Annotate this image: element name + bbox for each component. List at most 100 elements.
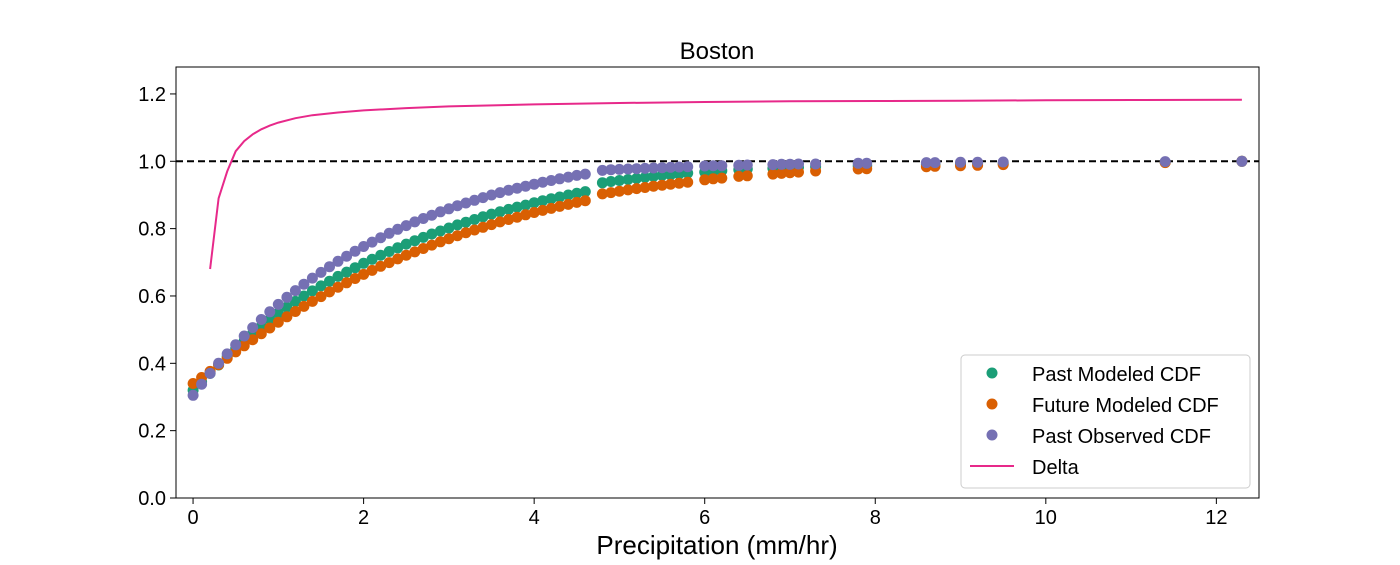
data-point [511,182,523,194]
data-point [451,230,463,242]
data-point [349,273,361,284]
data-point [469,214,480,225]
data-point [486,189,497,201]
data-point [1236,155,1248,167]
data-point [400,238,412,250]
data-point [426,228,438,240]
data-point [562,198,574,210]
x-tick-label: 2 [358,507,369,529]
data-point [673,177,685,189]
data-point [417,213,429,224]
data-point [537,195,549,207]
data-point [196,378,208,390]
data-point [264,322,276,334]
x-tick-label: 6 [699,507,710,529]
data-point [434,206,446,218]
data-point [648,180,659,192]
data-point [656,169,668,181]
data-point [596,164,608,176]
data-point [631,163,642,175]
data-point [298,300,310,312]
series-line-delta [209,98,1242,270]
data-point [972,156,984,168]
data-point [306,295,318,307]
data-point [392,253,404,265]
y-tick-label: 0.0 [138,488,166,510]
data-point [622,163,634,175]
data-point [699,174,711,186]
x-tick-label: 4 [529,507,540,529]
data-point [315,280,327,292]
data-point [810,158,822,170]
data-point [503,214,515,225]
data-point [682,176,694,188]
data-point [605,176,617,187]
data-point [426,239,438,251]
data-point [366,264,378,276]
data-point [648,162,659,174]
data-point [281,291,293,303]
data-point [520,209,532,221]
data-point [264,306,276,318]
data-point [511,211,523,223]
data-point [315,266,327,278]
data-point [417,243,429,254]
data-point [605,187,617,199]
data-point [434,236,446,248]
data-point [520,180,532,192]
data-point [613,163,625,175]
data-point [375,232,387,244]
data-point [631,183,642,195]
data-point [255,328,267,340]
data-point [494,187,506,199]
data-point [392,242,404,254]
data-point [358,268,370,280]
data-point [767,168,779,180]
data-point [545,175,557,186]
y-tick-label: 1.0 [138,151,166,173]
data-point [605,164,617,176]
data-point [545,193,557,205]
data-point [682,161,694,173]
data-point [451,219,463,231]
data-point [289,295,301,307]
x-tick-label: 8 [870,507,881,529]
data-point [443,222,455,234]
x-axis-label: Precipitation (mm/hr) [596,530,837,560]
data-point [460,197,472,209]
data-point [554,200,566,212]
data-point [639,171,651,183]
data-point [596,177,608,189]
data-point [349,245,361,257]
data-point [716,160,728,172]
data-point [264,314,276,325]
data-point [417,231,429,243]
data-point [392,223,404,235]
data-point [571,196,583,208]
data-point [528,178,540,190]
data-point [426,209,438,221]
data-point [238,340,250,352]
data-point [400,249,412,261]
data-point [955,156,966,168]
data-point [341,266,353,278]
data-point [332,255,344,267]
data-point [554,173,566,185]
data-point [571,169,583,181]
data-point [639,162,651,174]
x-tick-label: 0 [187,507,198,529]
data-point [545,202,557,214]
data-point [639,182,651,193]
data-point [204,367,216,379]
data-point [537,176,549,188]
y-tick-label: 0.4 [138,353,166,375]
legend-label-past-modeled: Past Modeled CDF [1032,364,1201,386]
data-point [255,314,267,325]
data-point [665,161,677,173]
legend-label-future-modeled: Future Modeled CDF [1032,395,1219,417]
data-point [579,186,591,198]
data-point [400,220,412,232]
data-point [707,160,719,172]
data-point [443,203,455,215]
